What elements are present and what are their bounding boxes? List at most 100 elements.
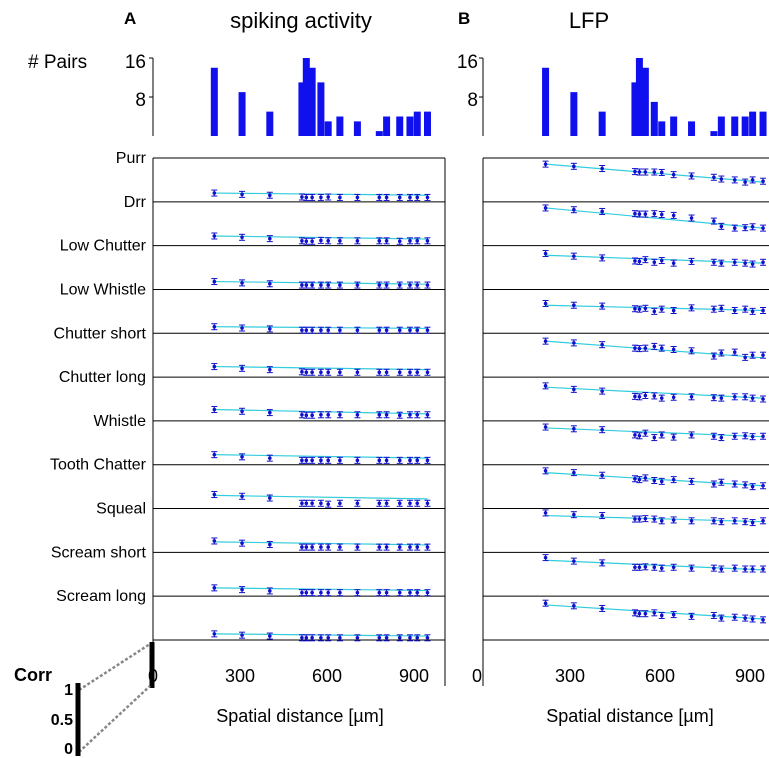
data-point (266, 280, 273, 288)
corr-panel-spiking (152, 157, 446, 686)
data-point (414, 237, 421, 245)
data-marker (408, 195, 412, 200)
data-point (670, 393, 677, 401)
data-marker (397, 370, 402, 375)
data-point (651, 515, 658, 523)
histogram-bar (396, 116, 404, 136)
data-marker (712, 519, 716, 523)
fit-line (545, 427, 764, 438)
corr-panel-lfp (482, 157, 769, 686)
data-point (742, 178, 749, 186)
scale-label: Corr (14, 665, 52, 685)
data-marker (397, 239, 402, 244)
data-marker (652, 170, 657, 174)
data-point (742, 353, 749, 361)
data-marker (240, 541, 244, 545)
data-marker (743, 307, 747, 311)
data-marker (719, 351, 724, 355)
data-marker (212, 324, 217, 329)
histogram-bar (375, 131, 383, 136)
histogram-bar (658, 121, 666, 136)
data-point (414, 543, 421, 551)
histogram-bar (670, 116, 678, 136)
data-point (211, 323, 218, 331)
data-point (631, 609, 638, 617)
data-marker (652, 478, 657, 483)
data-marker (712, 354, 716, 358)
data-point (636, 345, 643, 353)
data-marker (326, 545, 331, 549)
data-point (414, 499, 421, 507)
data-point (688, 517, 695, 525)
data-point (396, 499, 403, 507)
data-marker (319, 283, 323, 287)
data-point (303, 193, 310, 201)
data-point (317, 411, 324, 419)
scale-connector-top (78, 642, 151, 692)
b-xtick-900: 900 (735, 666, 765, 686)
data-marker (338, 239, 342, 243)
data-marker (384, 370, 389, 375)
data-point (570, 162, 577, 170)
data-point (414, 589, 421, 597)
data-point (266, 235, 273, 243)
data-point (542, 299, 549, 307)
data-point (718, 304, 725, 312)
data-marker (304, 195, 309, 200)
data-marker (304, 283, 309, 287)
data-marker (732, 260, 737, 265)
data-marker (326, 412, 331, 417)
data-marker (633, 306, 637, 311)
data-point (710, 517, 717, 525)
data-marker (377, 501, 382, 506)
data-point (542, 423, 549, 431)
data-point (309, 281, 316, 289)
histogram-bar (542, 67, 550, 136)
data-point (303, 326, 310, 334)
data-point (317, 281, 324, 289)
data-marker (415, 283, 420, 287)
data-point (670, 563, 677, 571)
data-point (731, 480, 738, 488)
data-marker (377, 195, 382, 200)
data-marker (743, 616, 747, 620)
data-point (718, 565, 725, 573)
data-marker (338, 501, 342, 506)
row-label: Tooth Chatter (50, 457, 147, 474)
data-marker (719, 306, 724, 311)
data-marker (689, 395, 694, 399)
data-marker (659, 479, 664, 484)
data-point (406, 499, 413, 507)
data-marker (572, 341, 576, 345)
data-point (424, 281, 431, 289)
data-marker (397, 501, 402, 506)
data-point (325, 456, 332, 464)
data-point (376, 368, 383, 376)
data-point (336, 281, 343, 289)
data-point (336, 237, 343, 245)
data-point (406, 543, 413, 551)
fit-line (545, 304, 764, 312)
histogram-bar (635, 58, 643, 136)
data-marker (637, 170, 642, 174)
data-point (376, 456, 383, 464)
data-point (542, 599, 549, 607)
data-point (760, 482, 767, 490)
data-marker (633, 211, 637, 216)
scale-tick-05: 0.5 (51, 712, 73, 729)
data-point (317, 326, 324, 334)
data-marker (338, 412, 342, 417)
data-point (642, 304, 649, 312)
data-point (651, 168, 658, 176)
data-point (642, 168, 649, 176)
data-marker (268, 456, 272, 460)
data-point (317, 456, 324, 464)
data-marker (240, 587, 244, 592)
data-marker (397, 283, 402, 287)
histogram-bar (308, 67, 316, 136)
data-point (688, 564, 695, 572)
data-point (303, 634, 310, 642)
a-xlabel: Spatial distance [µm] (216, 706, 383, 726)
data-marker (310, 328, 314, 333)
